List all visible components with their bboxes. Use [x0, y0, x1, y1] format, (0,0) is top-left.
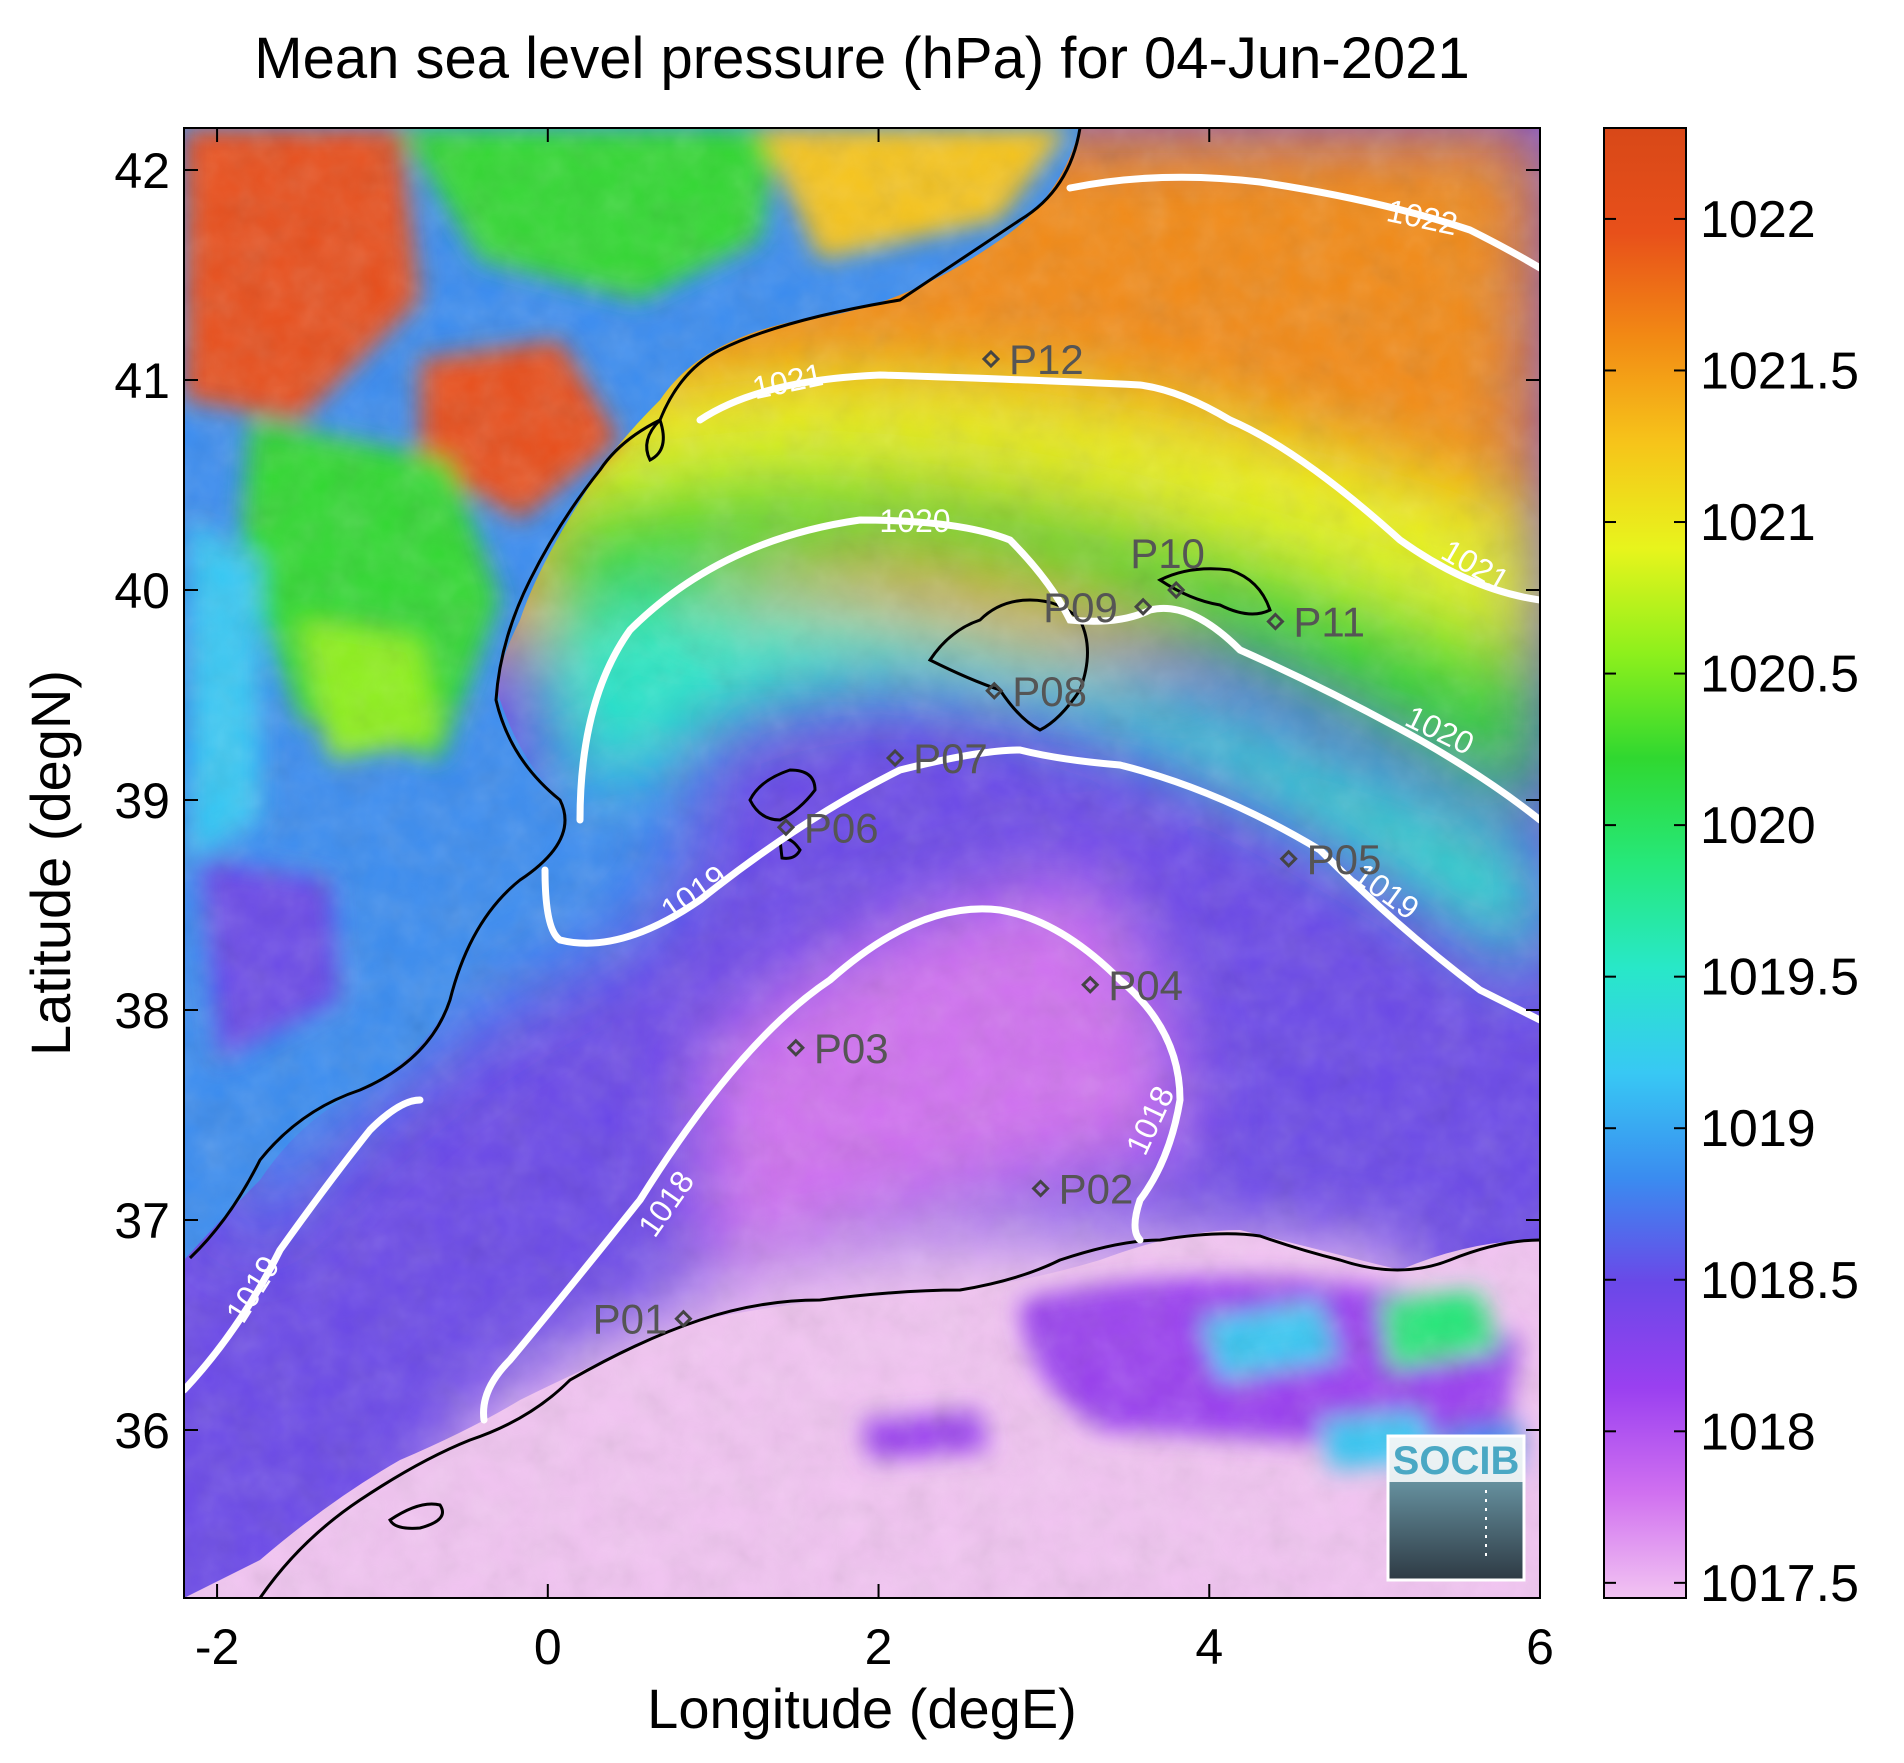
colorbar-gradient — [1603, 127, 1687, 1599]
isobars — [184, 173, 1540, 1424]
y-tick-label: 42 — [114, 143, 170, 199]
observation-point[interactable]: P12 — [981, 336, 1084, 383]
point-label: P11 — [1293, 599, 1365, 646]
point-label: P03 — [814, 1025, 889, 1072]
x-tick-label: 2 — [865, 1619, 893, 1675]
observation-points: P01 P02 P03 P04 P05 P06 P07 P08 P09 P10 P11 P12 — [593, 336, 1382, 1343]
point-label: P04 — [1108, 962, 1183, 1009]
ibiza-coast — [748, 768, 817, 822]
point-label: P09 — [1043, 584, 1118, 631]
y-axis-label: Latitude (degN) — [19, 670, 82, 1056]
observation-point[interactable]: P02 — [1031, 1166, 1134, 1213]
plot-frame — [183, 127, 1541, 1599]
point-marker-icon — [674, 1309, 693, 1328]
colorbar: 1017.5 1018 1018.5 1019 1019.5 1020 1020.5 1021… — [1603, 127, 1859, 1613]
x-tick-label: 0 — [534, 1619, 562, 1675]
pressure-field — [184, 128, 1540, 1598]
x-tick-label: 6 — [1526, 1619, 1554, 1675]
observation-point[interactable]: P09 — [1043, 584, 1153, 631]
logo-text: SOCIB — [1393, 1439, 1520, 1483]
x-tick-label: -2 — [195, 1619, 239, 1675]
point-label: P07 — [913, 735, 988, 782]
point-marker-icon — [1081, 975, 1100, 994]
point-marker-icon — [1167, 580, 1186, 600]
point-label: P02 — [1059, 1166, 1134, 1213]
isobar-1018 — [480, 905, 1184, 1424]
colorbar-tick-label: 1020 — [1700, 797, 1816, 855]
isobar-1021 — [696, 371, 1540, 604]
observation-point[interactable]: P01 — [593, 1296, 693, 1343]
colorbar-tick-label: 1017.5 — [1700, 1555, 1859, 1613]
point-label: P12 — [1009, 336, 1084, 383]
observation-point[interactable]: P05 — [1279, 836, 1382, 883]
point-marker-icon — [786, 1038, 805, 1057]
isobar-1019 — [541, 746, 1540, 1024]
observation-point[interactable]: P10 — [1130, 530, 1205, 600]
point-label: P06 — [804, 804, 879, 851]
point-label: P01 — [593, 1296, 668, 1343]
colorbar-tick-label: 1021.5 — [1700, 342, 1859, 400]
isobar-1020 — [576, 516, 1540, 824]
isobar-1022 — [1066, 173, 1540, 272]
y-tick-label: 40 — [114, 563, 170, 619]
y-axis: 36 37 38 39 40 41 42 — [114, 143, 1540, 1459]
y-tick-label: 39 — [114, 773, 170, 829]
point-marker-icon — [981, 349, 1001, 369]
isobar-1019-south — [184, 1096, 424, 1394]
x-axis: -2 0 2 4 6 — [195, 128, 1554, 1675]
colorbar-tick-label: 1020.5 — [1700, 646, 1859, 704]
y-tick-label: 41 — [114, 353, 170, 409]
colorbar-ticks: 1017.5 1018 1018.5 1019 1019.5 1020 1020.5 1021… — [1604, 191, 1859, 1613]
observation-point[interactable]: P08 — [985, 668, 1087, 715]
socib-logo: SOCIB — [1386, 1434, 1526, 1582]
y-tick-label: 36 — [114, 1403, 170, 1459]
point-label: P08 — [1012, 668, 1087, 715]
contour-label-1020-a: 1020 — [879, 503, 950, 539]
colorbar-tick-label: 1021 — [1700, 494, 1816, 552]
y-tick-label: 37 — [114, 1193, 170, 1249]
x-axis-label: Longitude (degE) — [647, 1677, 1077, 1740]
colorbar-tick-label: 1018 — [1700, 1403, 1816, 1461]
observation-point[interactable]: P07 — [885, 735, 988, 782]
x-tick-label: 4 — [1195, 1619, 1223, 1675]
colorbar-tick-label: 1019 — [1700, 1100, 1816, 1158]
observation-point[interactable]: P11 — [1266, 599, 1365, 646]
colorbar-tick-label: 1018.5 — [1700, 1252, 1859, 1310]
y-tick-label: 38 — [114, 983, 170, 1039]
point-marker-icon — [1279, 849, 1298, 868]
coastlines — [188, 128, 1540, 1598]
point-label: P10 — [1130, 530, 1205, 577]
point-marker-icon — [985, 681, 1004, 700]
colorbar-tick-label: 1019.5 — [1700, 949, 1859, 1007]
menorca-coast — [1157, 567, 1272, 616]
map-title: Mean sea level pressure (hPa) for 04-Jun… — [254, 26, 1469, 91]
point-marker-icon — [1133, 597, 1153, 616]
point-marker-icon — [885, 748, 905, 768]
observation-point[interactable]: P03 — [786, 1025, 889, 1072]
observation-point[interactable]: P06 — [776, 804, 879, 851]
point-marker-icon — [776, 818, 796, 837]
point-marker-icon — [1031, 1179, 1050, 1198]
point-marker-icon — [1266, 612, 1285, 631]
point-label: P05 — [1307, 836, 1382, 883]
colorbar-tick-label: 1022 — [1700, 191, 1816, 249]
observation-point[interactable]: P04 — [1081, 962, 1183, 1009]
